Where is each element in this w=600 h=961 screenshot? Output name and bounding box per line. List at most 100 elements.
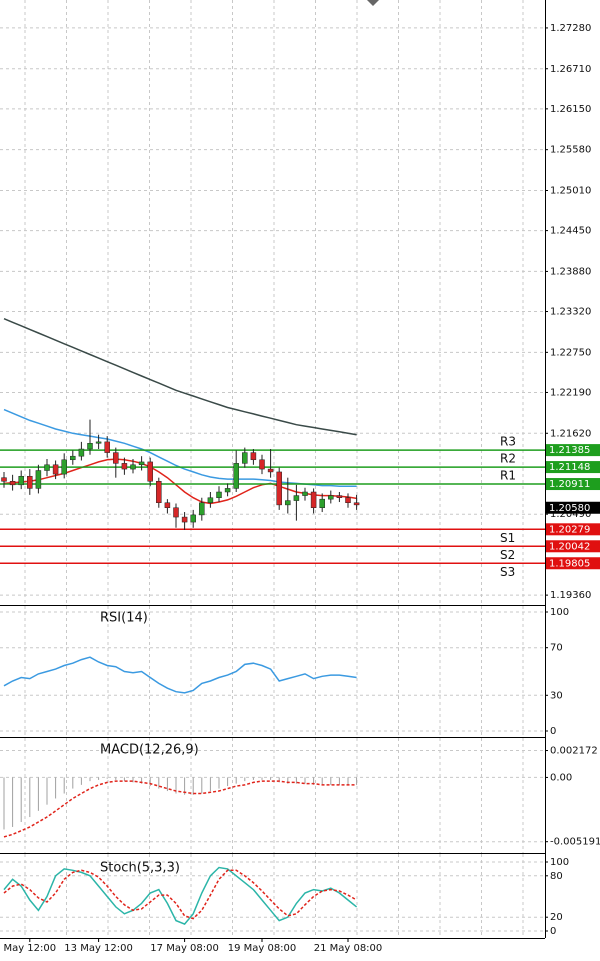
x-tick-label: 21 May 08:00 [314,943,383,954]
panel-title: MACD(12,26,9) [100,743,199,758]
y-tick-label: 1.25580 [550,145,591,156]
level-name: R3 [500,435,516,449]
histogram-bar [261,777,263,780]
indicator-line [3,318,357,436]
level-price-box [546,461,600,474]
histogram-bar [72,777,74,789]
candle-body [95,441,102,444]
candle-body [9,481,16,486]
candle-body [147,461,153,482]
x-tick-label: 19 May 08:00 [228,943,297,954]
candle-body [113,452,119,464]
histogram-bar [46,777,48,805]
level-price-label: 1.19805 [549,558,590,569]
histogram-bar [123,777,125,782]
candle-body [156,481,162,503]
histogram-bar [347,777,349,785]
histogram-bar [209,777,211,792]
histogram-bar [141,777,143,784]
candle-body [285,500,291,506]
histogram-bar [3,777,5,830]
y-tick-label: 1.26710 [550,64,591,75]
indicator-line [3,656,357,694]
candle-body [353,502,360,506]
level-price-box [546,540,600,553]
level-name: S1 [500,531,515,545]
y-tick-label: 1.20490 [550,509,591,520]
histogram-bar [201,777,203,794]
indicator-line [3,869,357,920]
level-name: S3 [500,565,515,579]
candle-body [250,452,257,461]
level-price-box [546,523,600,536]
y-tick-label: 0 [550,926,556,937]
y-tick-label: 1.22190 [550,387,591,398]
candle-body [121,463,128,470]
histogram-bar [29,777,31,818]
histogram-bar [338,777,340,785]
y-tick-label: 0.00 [550,772,572,783]
histogram-bar [166,777,168,792]
histogram-bar [287,777,289,784]
histogram-bar [55,777,57,799]
candle-body [259,459,265,470]
y-tick-label: -0.005191 [550,837,600,848]
candle-body [44,464,50,471]
candle-body [207,497,214,503]
candle-body [138,461,145,466]
candle-body [302,491,308,496]
y-tick-label: 1.23880 [550,266,591,277]
level-price-box [546,557,600,570]
candle-body [35,470,42,489]
histogram-bar [295,777,297,784]
histogram-bar [278,777,280,783]
panel-title: RSI(14) [100,611,148,626]
candle-body [310,491,317,509]
histogram-bar [149,777,151,787]
candle-body [224,488,231,493]
candle-body [190,514,196,523]
y-tick-label: 100 [550,857,569,868]
candle-body [328,495,334,500]
histogram-bar [218,777,220,789]
candle-body [181,516,188,523]
y-tick-label: 1.24450 [550,226,591,237]
candle-body [267,468,274,473]
candle-body [233,463,239,489]
current-price-label: 1.20580 [549,503,590,514]
indicator-line [3,780,357,838]
histogram-bar [115,777,117,780]
y-tick-label: 1.19360 [550,590,591,601]
y-tick-label: 1.21620 [550,428,591,439]
level-price-box [546,478,600,491]
y-tick-label: 70 [550,643,563,654]
candle-body [87,443,93,450]
y-tick-label: 80 [550,871,563,882]
histogram-bar [132,777,134,783]
y-tick-label: 1.26150 [550,104,591,115]
histogram-bar [252,777,254,780]
candle-body [130,464,136,470]
candle-body [27,475,33,489]
level-name: R2 [500,452,516,466]
histogram-bar [106,777,108,779]
candle-body [276,471,282,506]
candle-body [293,495,300,501]
x-tick-label: 13 May 12:00 [64,943,133,954]
x-tick-label: May 12:00 [3,943,56,954]
current-price-box [546,501,600,514]
level-name: R1 [500,469,516,483]
level-price-label: 1.20911 [549,479,590,490]
level-price-label: 1.20042 [549,541,590,552]
y-tick-label: 1.22750 [550,347,591,358]
histogram-bar [270,777,272,780]
histogram-bar [184,777,186,795]
level-price-label: 1.20279 [549,524,590,535]
candle-body [319,498,325,509]
candle-body [18,475,24,486]
histogram-bar [158,777,160,789]
candle-body [70,455,76,461]
candle-body [52,464,59,475]
